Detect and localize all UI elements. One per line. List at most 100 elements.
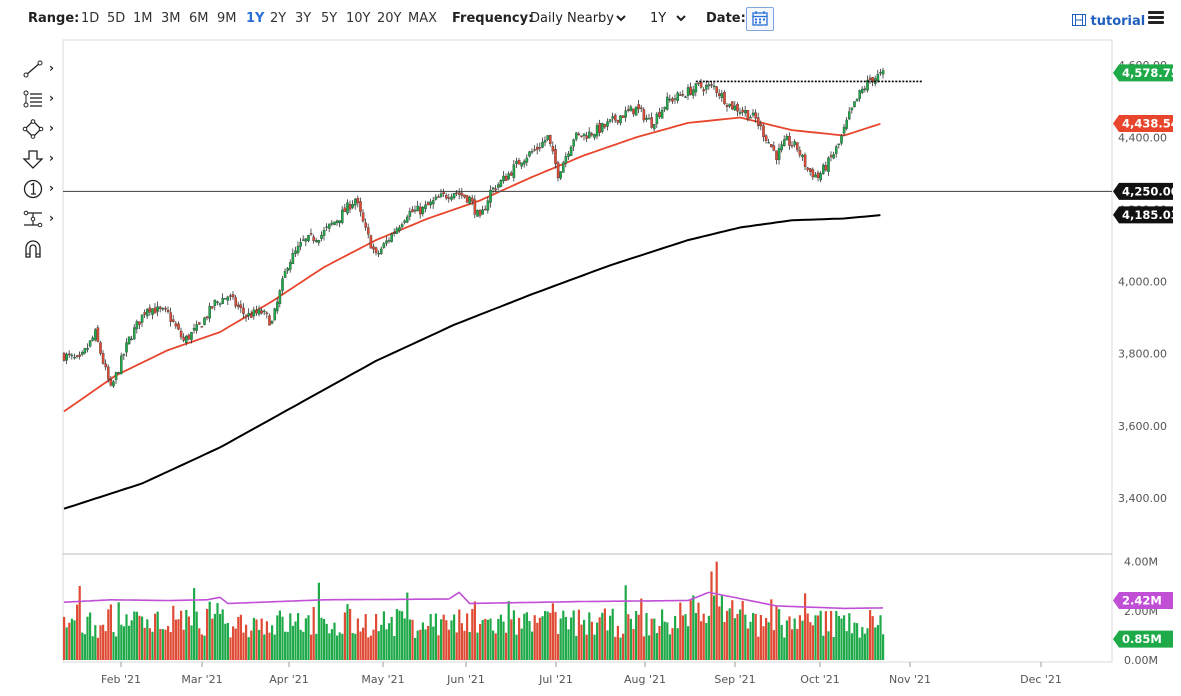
volume-bar	[245, 624, 248, 660]
range-option[interactable]: 10Y	[346, 11, 371, 26]
candle-body	[611, 116, 614, 119]
expand-arrow-icon[interactable]: ›	[49, 91, 54, 105]
candle-body	[627, 109, 630, 111]
volume-bar	[356, 618, 359, 660]
candle-body	[463, 194, 466, 198]
range-option[interactable]: 5Y	[321, 11, 338, 26]
arrow-down-icon	[22, 150, 44, 169]
chevron-down-icon[interactable]	[675, 13, 687, 23]
volume-bar	[398, 610, 401, 660]
candle-body	[650, 117, 653, 128]
shapes-tool[interactable]: ›	[20, 118, 60, 140]
range-option[interactable]: 6M	[189, 11, 209, 26]
volume-bar	[778, 609, 781, 660]
range-option[interactable]: 2Y	[270, 11, 287, 26]
volume-bar	[479, 624, 482, 660]
date-picker-button[interactable]	[746, 7, 774, 31]
candle-body	[460, 192, 464, 196]
volume-ma-line	[63, 591, 883, 610]
candle-body	[546, 135, 549, 140]
volume-bar	[367, 637, 370, 660]
candle-body	[679, 94, 682, 96]
candle-body	[754, 112, 757, 119]
range-option-active[interactable]: 1Y	[246, 11, 265, 26]
range-option[interactable]: 3Y	[295, 11, 312, 26]
expand-arrow-icon[interactable]: ›	[49, 151, 54, 165]
candle-body	[429, 201, 432, 206]
magnet-tool[interactable]	[20, 238, 60, 260]
candle-body	[289, 262, 292, 270]
volume-bar	[372, 629, 375, 660]
annotation-tool[interactable]: ›	[20, 178, 60, 200]
volume-bar	[265, 621, 268, 660]
volume-bar	[622, 633, 625, 660]
candle-body	[593, 134, 596, 138]
expand-arrow-icon[interactable]: ›	[49, 121, 54, 135]
volume-bar	[130, 620, 133, 660]
hamburger-menu-icon[interactable]	[1148, 11, 1164, 25]
volume-bar	[567, 629, 570, 660]
candle-body	[621, 115, 625, 118]
candle-body	[551, 146, 555, 152]
volume-bar	[559, 618, 562, 660]
tutorial-link[interactable]: tutorial	[1072, 14, 1145, 29]
candle-body	[372, 246, 375, 250]
volume-bar	[801, 620, 804, 660]
candle-body	[590, 133, 594, 136]
range-option[interactable]: MAX	[408, 11, 438, 26]
candle-body	[359, 201, 362, 212]
date-tick-label: Nov '21	[889, 673, 931, 686]
volume-bar	[289, 613, 292, 660]
volume-bar	[874, 627, 877, 660]
expand-arrow-icon[interactable]: ›	[49, 181, 54, 195]
candle-body	[653, 124, 656, 130]
volume-bar	[674, 615, 677, 660]
volume-bar	[593, 634, 596, 660]
candle-body	[556, 162, 560, 179]
frequency-select[interactable]: Daily Nearby	[530, 11, 615, 26]
candle-body	[94, 329, 97, 341]
range-option[interactable]: 5D	[107, 11, 126, 26]
arrow-tool[interactable]: ›	[20, 148, 60, 170]
candle-body	[582, 133, 586, 137]
date-tick-label: Oct '21	[800, 673, 840, 686]
measure-tool[interactable]: ›	[20, 208, 60, 230]
candle-body	[335, 220, 339, 223]
volume-bar	[796, 628, 799, 660]
volume-bar	[850, 633, 853, 660]
volume-bar	[68, 622, 71, 660]
volume-bar	[840, 618, 843, 660]
chevron-down-icon[interactable]	[615, 13, 627, 23]
fibonacci-tool[interactable]: ›	[20, 88, 60, 110]
volume-bar	[544, 610, 547, 660]
range-option[interactable]: 1M	[133, 11, 153, 26]
volume-bar	[203, 635, 206, 660]
volume-bar	[323, 618, 326, 660]
last-price-tag-bg	[1113, 64, 1173, 82]
volume-bar	[141, 616, 144, 660]
volume-bar	[458, 609, 461, 660]
volume-bar	[354, 633, 357, 660]
candle-body	[317, 240, 321, 243]
expand-arrow-icon[interactable]: ›	[49, 61, 54, 75]
volume-bar	[89, 612, 92, 660]
volume-bar	[65, 627, 68, 660]
volume-bar	[403, 618, 406, 660]
volume-bar	[159, 628, 162, 660]
candle-body	[881, 70, 885, 75]
candle-body	[741, 109, 744, 113]
volume-bar	[190, 625, 193, 660]
candle-body	[237, 304, 240, 307]
range-option[interactable]: 20Y	[377, 11, 402, 26]
volume-bar	[466, 613, 469, 660]
period-select[interactable]: 1Y	[650, 11, 667, 26]
expand-arrow-icon[interactable]: ›	[49, 211, 54, 225]
range-option[interactable]: 9M	[217, 11, 237, 26]
range-option[interactable]: 1D	[81, 11, 100, 26]
candle-body	[190, 332, 193, 340]
volume-bar	[406, 592, 409, 660]
trendline-tool[interactable]: ›	[20, 58, 60, 80]
volume-bar	[258, 629, 261, 660]
range-option[interactable]: 3M	[161, 11, 181, 26]
